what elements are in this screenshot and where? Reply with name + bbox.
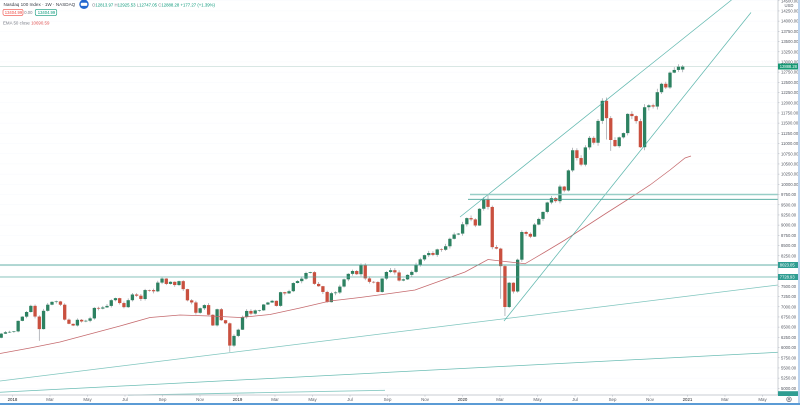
svg-text:Nasdaq 100 Index · 1W · NASDAQ: Nasdaq 100 Index · 1W · NASDAQ: [4, 2, 76, 7]
svg-text:10250.00: 10250.00: [781, 172, 799, 177]
svg-text:2020: 2020: [458, 397, 468, 402]
svg-text:Sep: Sep: [159, 397, 167, 402]
svg-text:6500.00: 6500.00: [781, 325, 797, 330]
svg-text:14500.00: 14500.00: [781, 0, 799, 3]
svg-text:O12813.97 H12925.53 L12747.05: O12813.97 H12925.53 L12747.05 C12888.28 …: [92, 3, 215, 8]
svg-text:6250.00: 6250.00: [781, 335, 797, 340]
svg-text:Nov: Nov: [196, 397, 205, 402]
svg-text:7500.00: 7500.00: [781, 284, 797, 289]
svg-text:10000.00: 10000.00: [781, 182, 799, 187]
svg-text:13404.99: 13404.99: [5, 10, 23, 15]
svg-text:5250.00: 5250.00: [781, 376, 797, 381]
svg-text:May: May: [83, 397, 92, 402]
svg-text:10500.00: 10500.00: [781, 161, 799, 166]
svg-text:12500.00: 12500.00: [781, 80, 799, 85]
svg-text:Mar: Mar: [271, 397, 279, 402]
svg-text:6000.00: 6000.00: [781, 345, 797, 350]
svg-text:9500.00: 9500.00: [781, 202, 797, 207]
svg-text:5000.00: 5000.00: [781, 386, 797, 391]
svg-text:Nov: Nov: [421, 397, 430, 402]
svg-text:12750.00: 12750.00: [781, 70, 799, 75]
svg-text:8750.00: 8750.00: [781, 233, 797, 238]
svg-text:8250.00: 8250.00: [781, 253, 797, 258]
svg-text:Sep: Sep: [609, 397, 617, 402]
svg-text:13750.00: 13750.00: [781, 29, 799, 34]
svg-text:6750.00: 6750.00: [781, 314, 797, 319]
svg-text:11500.00: 11500.00: [781, 121, 799, 126]
svg-text:EMA 50 close 10690.59: EMA 50 close 10690.59: [3, 21, 50, 26]
svg-text:9750.00: 9750.00: [781, 192, 797, 197]
svg-text:5750.00: 5750.00: [781, 355, 797, 360]
svg-text:11000.00: 11000.00: [781, 141, 799, 146]
svg-text:USD: USD: [785, 3, 794, 8]
svg-text:Mar: Mar: [721, 397, 729, 402]
svg-text:11750.00: 11750.00: [781, 110, 799, 115]
svg-text:May: May: [758, 397, 767, 402]
svg-text:10750.00: 10750.00: [781, 151, 799, 156]
svg-text:8023.05: 8023.05: [780, 263, 796, 268]
svg-text:8500.00: 8500.00: [781, 243, 797, 248]
svg-text:11250.00: 11250.00: [781, 131, 799, 136]
svg-text:12888.28: 12888.28: [780, 64, 798, 69]
svg-text:Sep: Sep: [384, 397, 392, 402]
svg-text:2019: 2019: [233, 397, 243, 402]
svg-text:2018: 2018: [8, 397, 18, 402]
svg-text:Jul: Jul: [122, 397, 128, 402]
svg-text:7250.00: 7250.00: [781, 294, 797, 299]
svg-text:2021: 2021: [683, 397, 693, 402]
svg-text:13000.00: 13000.00: [781, 59, 799, 64]
svg-text:13404.99: 13404.99: [38, 10, 56, 15]
svg-text:Jul: Jul: [347, 397, 353, 402]
svg-text:Jul: Jul: [572, 397, 578, 402]
svg-text:May: May: [308, 397, 317, 402]
svg-text:0.00: 0.00: [24, 10, 33, 15]
svg-text:12250.00: 12250.00: [781, 90, 799, 95]
svg-text:7728.93: 7728.93: [780, 275, 796, 280]
svg-text:May: May: [533, 397, 542, 402]
svg-text:Mar: Mar: [496, 397, 504, 402]
svg-text:9000.00: 9000.00: [781, 223, 797, 228]
svg-text:Mar: Mar: [46, 397, 54, 402]
svg-text:13500.00: 13500.00: [781, 39, 799, 44]
svg-text:5500.00: 5500.00: [781, 365, 797, 370]
svg-text:7000.00: 7000.00: [781, 304, 797, 309]
svg-text:14000.00: 14000.00: [781, 19, 799, 24]
svg-text:9250.00: 9250.00: [781, 212, 797, 217]
svg-text:13250.00: 13250.00: [781, 49, 799, 54]
svg-text:14250.00: 14250.00: [781, 8, 799, 13]
svg-text:12000.00: 12000.00: [781, 100, 799, 105]
svg-text:Nov: Nov: [646, 397, 655, 402]
